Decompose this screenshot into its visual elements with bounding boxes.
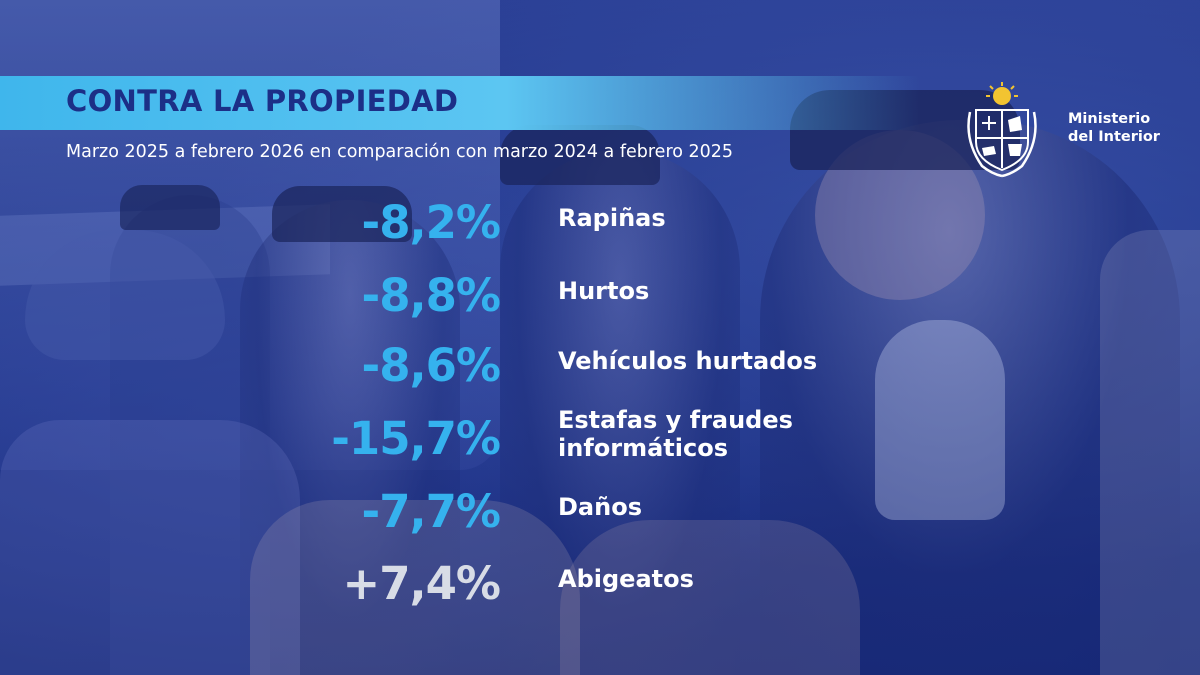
background-motorcycle-middle [250,500,580,675]
title-band [0,76,920,130]
stat-label-estafas-line-1: Estafas y fraudes [558,406,793,434]
background-cap-middle [500,125,660,185]
background-officer-right [760,120,1180,675]
page-title: CONTRA LA PROPIEDAD [66,84,459,118]
stat-value-danos: -7,7% [361,485,501,538]
stat-label-hurtos: Hurtos [558,277,650,305]
background-shoulder-patch [875,320,1005,520]
page-subtitle: Marzo 2025 a febrero 2026 en comparación… [66,142,734,162]
stat-value-estafas: -15,7% [331,412,501,465]
background-cap-left [272,186,412,242]
ministry-name-line-1: Ministerio [1068,111,1151,127]
stat-value-abigeatos: +7,4% [342,557,501,610]
ministry-name: Ministerio del Interior [1068,110,1188,146]
stat-value-hurtos: -8,8% [361,269,501,322]
stat-label-estafas-line-2: informáticos [558,434,728,462]
background-officer-left [240,200,460,675]
background-officer-far [110,195,270,675]
background-motorcycle-left [0,420,300,675]
background-figure-edge [1100,230,1200,675]
background-cap-far [120,185,220,230]
stat-label-rapinas: Rapiñas [558,204,666,232]
background-helmet [25,230,225,360]
ministry-name-line-2: del Interior [1068,129,1160,145]
stat-value-vehiculos-hurtados: -8,6% [361,339,501,392]
stat-label-vehiculos-hurtados: Vehículos hurtados [558,347,818,375]
stat-label-danos: Daños [558,493,642,521]
uruguay-coat-of-arms-icon [967,82,1037,178]
stat-label-abigeatos: Abigeatos [558,565,694,593]
background-officer-middle [500,150,740,675]
stat-value-rapinas: -8,2% [361,196,501,249]
background-motorcycle-front [560,520,860,675]
